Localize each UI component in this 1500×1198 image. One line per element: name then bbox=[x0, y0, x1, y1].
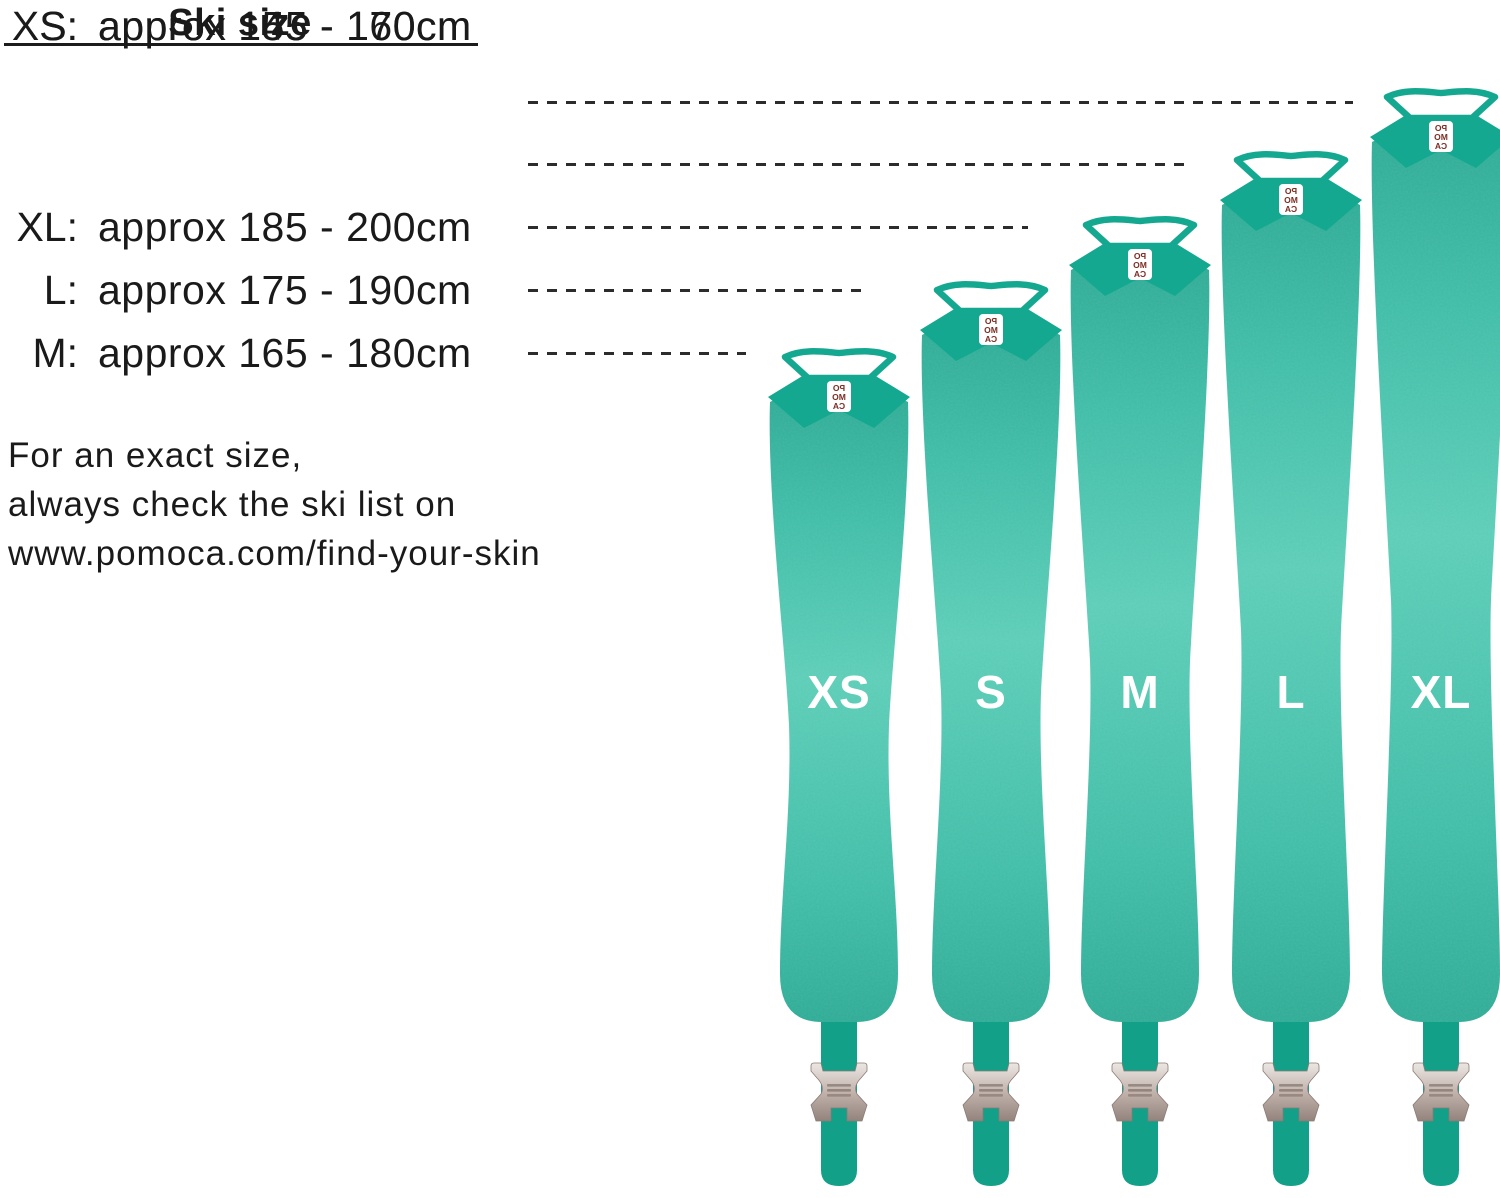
size-row-l: L: approx 175 - 190cm bbox=[0, 264, 510, 316]
size-label: XL: bbox=[16, 204, 78, 250]
svg-text:PO: PO bbox=[832, 383, 845, 393]
size-label: L: bbox=[43, 267, 78, 313]
note-line: always check the ski list on bbox=[8, 485, 457, 524]
title-underline bbox=[4, 43, 478, 46]
skin-texture bbox=[769, 396, 909, 1022]
tip-loop bbox=[1383, 88, 1499, 122]
skin-xl: PO MO CA XL bbox=[1370, 88, 1500, 1186]
skin-size-letter: XS bbox=[807, 666, 870, 718]
dash-line-m bbox=[528, 226, 1028, 229]
tip-brand-label: PO MO CA bbox=[1429, 121, 1453, 152]
svg-text:MO: MO bbox=[1133, 260, 1147, 270]
dash-line-s bbox=[528, 289, 863, 292]
dash-line-xs bbox=[528, 352, 746, 355]
skin-texture bbox=[1371, 136, 1500, 1022]
skin-xs: PO MO CA XS bbox=[768, 348, 910, 1186]
svg-text:PO: PO bbox=[1133, 251, 1146, 261]
size-range: approx 145 - 160cm bbox=[98, 3, 472, 49]
tip-brand-label: PO MO CA bbox=[979, 314, 1003, 345]
size-range: approx 165 - 180cm bbox=[98, 330, 472, 376]
size-row-xl: XL: approx 185 - 200cm bbox=[0, 201, 510, 253]
tip-loop bbox=[1082, 216, 1198, 250]
skin-s: PO MO CA S bbox=[920, 281, 1062, 1186]
dash-line-l bbox=[528, 163, 1190, 166]
svg-text:CA: CA bbox=[985, 334, 997, 344]
exact-size-note: For an exact size, always check the ski … bbox=[8, 431, 541, 578]
skin-size-letter: XL bbox=[1411, 666, 1472, 718]
svg-text:MO: MO bbox=[1284, 195, 1298, 205]
svg-text:CA: CA bbox=[1285, 204, 1297, 214]
tip-loop bbox=[1233, 151, 1349, 185]
tip-loop bbox=[781, 348, 897, 382]
tip-brand-label: PO MO CA bbox=[1128, 249, 1152, 280]
svg-text:CA: CA bbox=[1435, 141, 1447, 151]
svg-text:MO: MO bbox=[832, 392, 846, 402]
svg-text:PO: PO bbox=[984, 316, 997, 326]
size-label: S: bbox=[39, 3, 78, 49]
skin-texture bbox=[1221, 199, 1361, 1022]
svg-text:MO: MO bbox=[984, 325, 998, 335]
skin-texture bbox=[921, 329, 1061, 1022]
size-row-s: S: approx 155 - 170cm bbox=[0, 0, 510, 52]
svg-text:PO: PO bbox=[1284, 186, 1297, 196]
size-row-m: M: approx 165 - 180cm bbox=[0, 327, 510, 379]
note-line: For an exact size, bbox=[8, 436, 303, 475]
svg-text:MO: MO bbox=[1434, 132, 1448, 142]
skin-size-letter: S bbox=[975, 666, 1007, 718]
size-range: approx 185 - 200cm bbox=[98, 204, 472, 250]
skin-size-letter: M bbox=[1120, 666, 1159, 718]
size-label: M: bbox=[32, 330, 78, 376]
page-title: Ski size bbox=[168, 2, 312, 44]
tail-clip bbox=[1412, 1062, 1470, 1122]
tip-brand-label: PO MO CA bbox=[827, 381, 851, 412]
skin-size-letter: L bbox=[1276, 666, 1305, 718]
skin-texture bbox=[1070, 264, 1210, 1022]
tail-clip bbox=[962, 1062, 1020, 1122]
tip-brand-label: PO MO CA bbox=[1279, 184, 1303, 215]
tail-clip bbox=[1111, 1062, 1169, 1122]
svg-text:CA: CA bbox=[833, 401, 845, 411]
note-url: www.pomoca.com/find-your-skin bbox=[8, 534, 541, 573]
tail-clip bbox=[810, 1062, 868, 1122]
size-row-xs: XS: approx 145 - 160cm bbox=[0, 0, 510, 52]
dash-line-xl bbox=[528, 101, 1353, 104]
tail-clip bbox=[1262, 1062, 1320, 1122]
svg-text:CA: CA bbox=[1134, 269, 1146, 279]
size-range: approx 175 - 190cm bbox=[98, 267, 472, 313]
size-range: approx 155 - 170cm bbox=[98, 3, 472, 49]
svg-text:PO: PO bbox=[1434, 123, 1447, 133]
size-label: XS: bbox=[11, 3, 78, 49]
skin-l: PO MO CA L bbox=[1220, 151, 1362, 1186]
skin-m: PO MO CA M bbox=[1069, 216, 1211, 1186]
tip-loop bbox=[933, 281, 1049, 315]
